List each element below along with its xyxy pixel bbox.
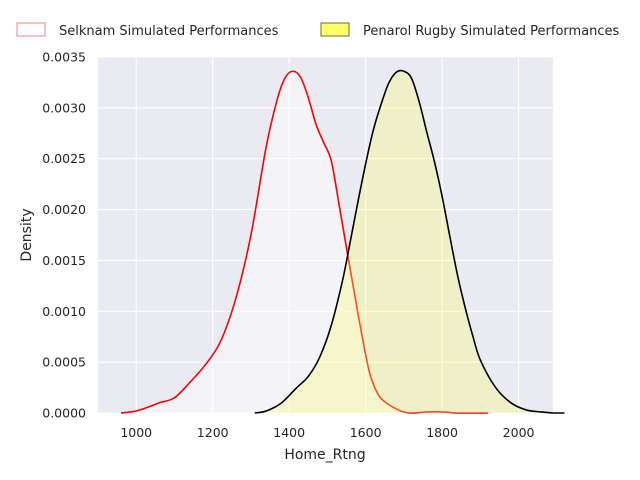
series-line-penarol	[254, 69, 565, 414]
y-tick-label: 0.0030	[42, 100, 86, 115]
series-line-selknam	[120, 70, 488, 414]
x-tick-label: 1400	[273, 425, 305, 440]
legend-swatch-penarol	[320, 22, 350, 37]
y-tick-label: 0.0020	[42, 202, 86, 217]
y-tick-label: 0.0025	[42, 151, 86, 166]
y-tick-label: 0.0010	[42, 304, 86, 319]
series-area-selknam	[120, 71, 488, 414]
x-tick-label: 1200	[197, 425, 229, 440]
legend: Selknam Simulated Performances Penarol R…	[16, 22, 620, 39]
y-tick-label: 0.0000	[42, 406, 86, 421]
x-gridlines	[135, 57, 520, 413]
x-axis-label: Home_Rtng	[284, 447, 365, 463]
y-tick-labels: 0.0000 0.0005 0.0010 0.0015 0.0020 0.0025 0.00…	[42, 50, 86, 421]
y-axis-label: Density	[19, 208, 35, 261]
y-tick-label: 0.0015	[42, 253, 86, 268]
y-tick-label: 0.0005	[42, 355, 86, 370]
legend-swatch-selknam	[16, 22, 46, 37]
series-area-penarol	[254, 70, 565, 413]
x-tick-label: 1600	[350, 425, 382, 440]
legend-label-selknam: Selknam Simulated Performances	[59, 24, 279, 39]
x-tick-label: 2000	[503, 425, 535, 440]
y-tick-label: 0.0035	[42, 50, 86, 65]
series-layer	[120, 69, 565, 414]
x-tick-label: 1000	[120, 425, 152, 440]
legend-label-penarol: Penarol Rugby Simulated Performances	[363, 24, 620, 39]
x-tick-label: 1800	[426, 425, 458, 440]
x-tick-labels: 1000 1200 1400 1600 1800 2000	[120, 425, 534, 440]
